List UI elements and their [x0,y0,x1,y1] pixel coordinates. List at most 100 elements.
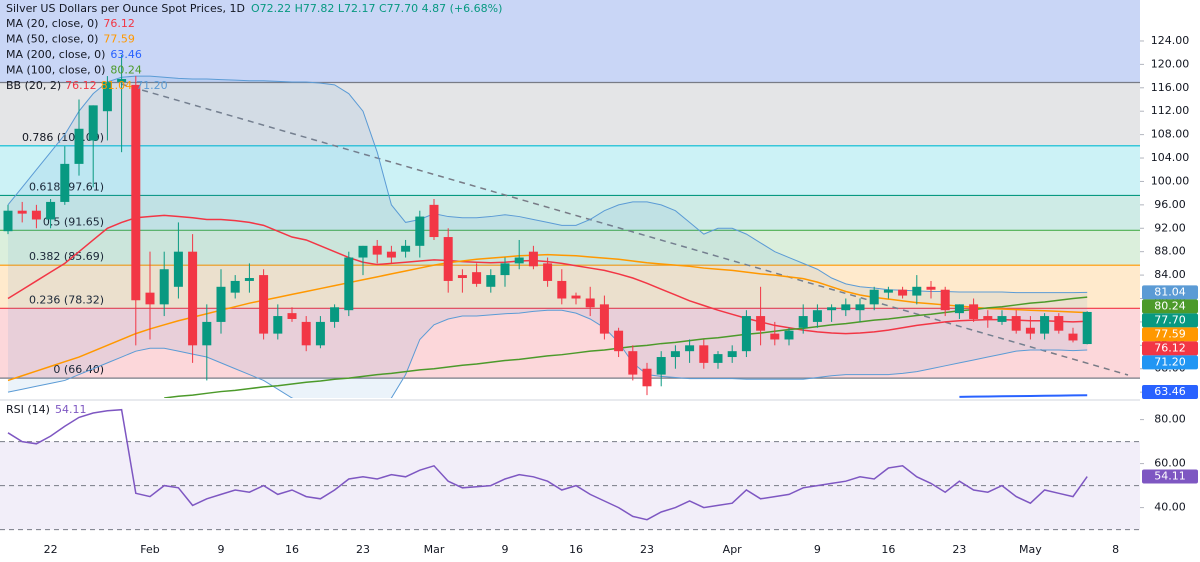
legend-name: MA (200, close, 0) [6,48,105,61]
x-tick-label: Apr [723,543,743,556]
x-tick-label: 9 [814,543,821,556]
candle-body [628,351,638,375]
legend-name: MA (50, close, 0) [6,33,98,46]
x-tick-label: 9 [218,543,225,556]
y-tick-label: 104.00 [1151,151,1190,164]
candle-body [17,210,27,214]
candle-body [358,245,368,258]
x-tick-label: 16 [285,543,299,556]
candle-body [401,245,411,252]
candle-body [670,351,680,358]
fib-label: 0.236 (78.32) [29,293,104,306]
candle-body [102,81,112,112]
candle-body [1068,333,1078,341]
price-tag [1142,385,1198,399]
candle-body [188,251,198,346]
price-tag [1142,327,1198,342]
y-tick-label: 84.00 [1154,268,1186,281]
candle-body [3,210,13,232]
candle-body [585,298,595,308]
candle-body [827,307,837,311]
rsi-line [7,408,1088,521]
price-tag-label: 81.04 [1154,285,1186,298]
candle-body [685,345,695,352]
rsi-y-tick-label: 60.00 [1154,457,1186,470]
candle-body [315,321,325,346]
candle-body [841,304,851,311]
x-tick-label: 22 [44,543,58,556]
upper-zone [0,0,1140,83]
x-tick-label: May [1019,543,1042,556]
price-tag [1142,341,1198,356]
rsi-plot [7,408,1088,521]
candle-body [301,321,311,346]
candle-body [330,307,340,322]
candle-body [259,275,269,334]
candle-body [869,289,879,305]
candle-body [940,289,950,311]
rsi-y-tick-label: 80.00 [1154,413,1186,426]
price-plot [3,55,1092,398]
bb-lower [7,309,1088,398]
candle-body [88,105,98,141]
legend-value: 80.24 [110,64,142,77]
x-tick-label: Mar [424,543,445,556]
candle-body [599,304,609,334]
candle-body [74,128,84,164]
price-tag [1142,313,1198,328]
rsi-pane [0,408,1140,531]
candle-body [145,292,155,305]
chart-title: Silver US Dollars per Ounce Spot Prices,… [6,2,245,15]
candle-body [514,257,524,264]
candle-body [997,316,1007,322]
legend-name: MA (100, close, 0) [6,64,105,77]
candle-body [386,251,396,258]
x-tick-label: 16 [881,543,895,556]
candle-body [1040,316,1050,334]
candle-body [244,278,254,281]
candle-body [812,310,822,322]
legend: Silver US Dollars per Ounce Spot Prices,… [6,2,502,416]
y-tick-label: 92.00 [1154,221,1186,234]
candle-body [415,216,425,246]
fib-zone [0,82,1140,146]
price-tag-label: 76.12 [1154,341,1186,354]
trend-line [120,83,1129,376]
price-tag [1142,285,1198,300]
price-tag-label: 54.11 [1154,470,1186,483]
candle-body [443,237,453,281]
x-tick-label: 16 [569,543,583,556]
y-tick-label: 124.00 [1151,34,1190,47]
candle-body [784,330,794,340]
candle-body [898,289,908,296]
candle-body [159,269,169,305]
candle-body [472,272,482,284]
x-tick-label: 23 [356,543,370,556]
fib-zones: 0 (66.40) 0.236 (78.32) 0.382 (85.69) 0.5 (… [0,0,1140,379]
price-tag-label: 71.20 [1154,355,1186,368]
price-tag-label: 77.59 [1154,327,1186,340]
candle-body [770,333,780,340]
candle-body [642,368,652,387]
candle-body [31,210,41,220]
rsi-name: RSI (14) [6,403,50,416]
candle-body [855,304,865,311]
y-tick-label: 96.00 [1154,198,1186,211]
price-tag-label: 77.70 [1154,313,1186,326]
candle-body [230,280,240,293]
legend-name: BB (20, 2) [6,79,61,92]
candle-body [756,316,766,331]
candle-body [713,354,723,363]
legend-name: MA (20, close, 0) [6,17,98,30]
candle-body [273,316,283,334]
candle-body [216,286,226,322]
y-tick-label: 112.00 [1151,104,1190,117]
y-tick-label: 108.00 [1151,128,1190,141]
x-tick-label: 9 [502,543,509,556]
fib-zone [0,145,1140,196]
candle-body [1082,311,1092,345]
fib-label: 0 (66.40) [53,363,104,376]
x-tick-label: 23 [640,543,654,556]
